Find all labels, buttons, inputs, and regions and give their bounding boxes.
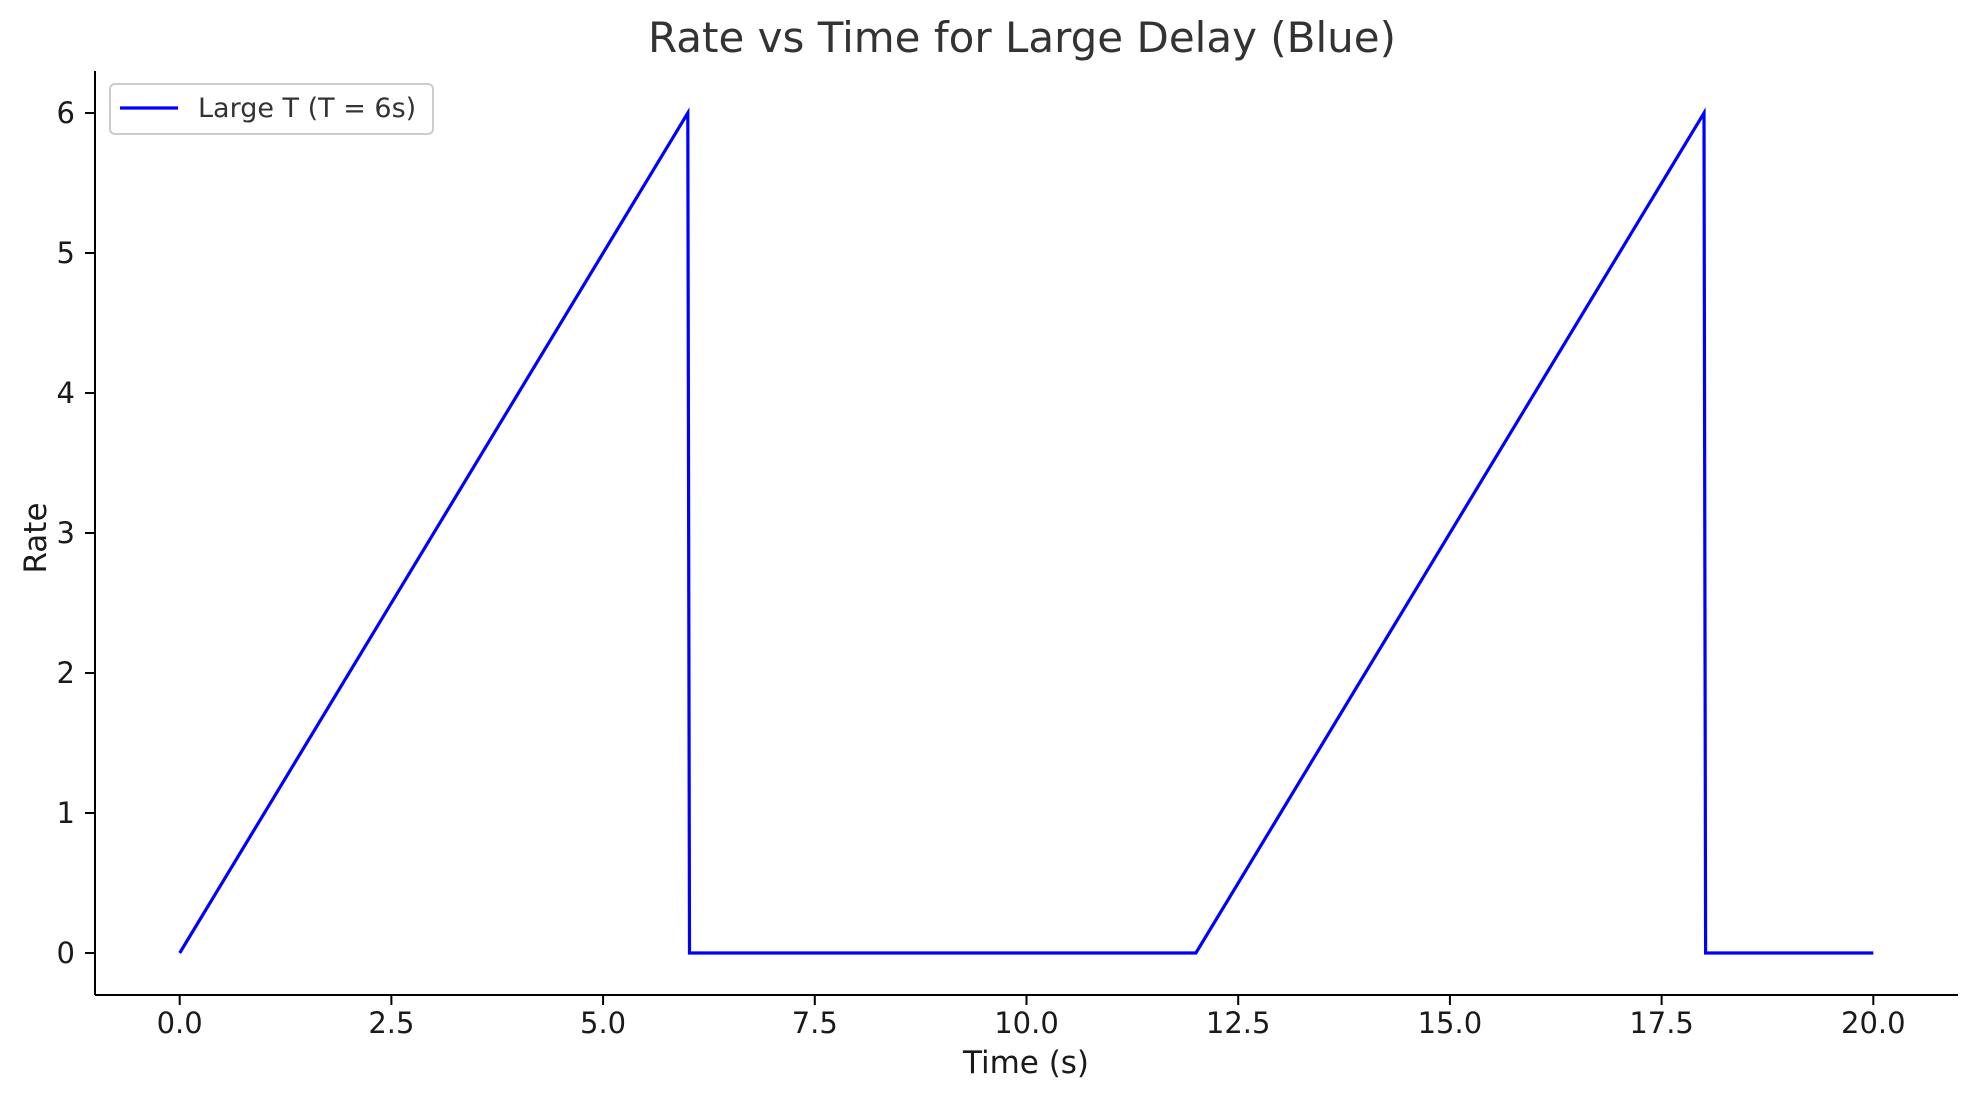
x-tick-label: 2.5 <box>368 1006 414 1040</box>
x-tick-label: 12.5 <box>1206 1006 1271 1040</box>
y-tick-label: 1 <box>57 796 75 830</box>
y-axis-label: Rate <box>18 502 54 573</box>
series-line <box>178 107 1874 955</box>
chart-title: Rate vs Time for Large Delay (Blue) <box>648 13 1396 62</box>
y-tick-label: 2 <box>57 656 75 690</box>
x-tick-label: 10.0 <box>994 1006 1059 1040</box>
y-tick-label: 4 <box>57 376 75 410</box>
y-tick-label: 5 <box>57 236 75 270</box>
legend-label: Large T (T = 6s) <box>198 93 416 124</box>
y-ticks: 0 1 2 3 4 5 6 <box>57 96 95 970</box>
legend: Large T (T = 6s) <box>109 83 434 135</box>
axes-spines <box>94 71 1958 996</box>
y-tick-label: 6 <box>57 96 75 130</box>
x-ticks: 0.0 2.5 5.0 7.5 10.0 12.5 15.0 17.5 20.0 <box>157 995 1906 1040</box>
y-tick-label: 3 <box>57 516 75 550</box>
x-tick-label: 7.5 <box>792 1006 838 1040</box>
x-axis-label: Time (s) <box>962 1045 1089 1081</box>
x-tick-label: 20.0 <box>1841 1006 1906 1040</box>
y-tick-label: 0 <box>57 936 75 970</box>
x-tick-label: 17.5 <box>1629 1006 1694 1040</box>
series-layer <box>178 107 1874 955</box>
x-tick-label: 0.0 <box>157 1006 203 1040</box>
legend-box <box>109 83 434 135</box>
x-tick-label: 15.0 <box>1418 1006 1483 1040</box>
x-tick-label: 5.0 <box>580 1006 626 1040</box>
